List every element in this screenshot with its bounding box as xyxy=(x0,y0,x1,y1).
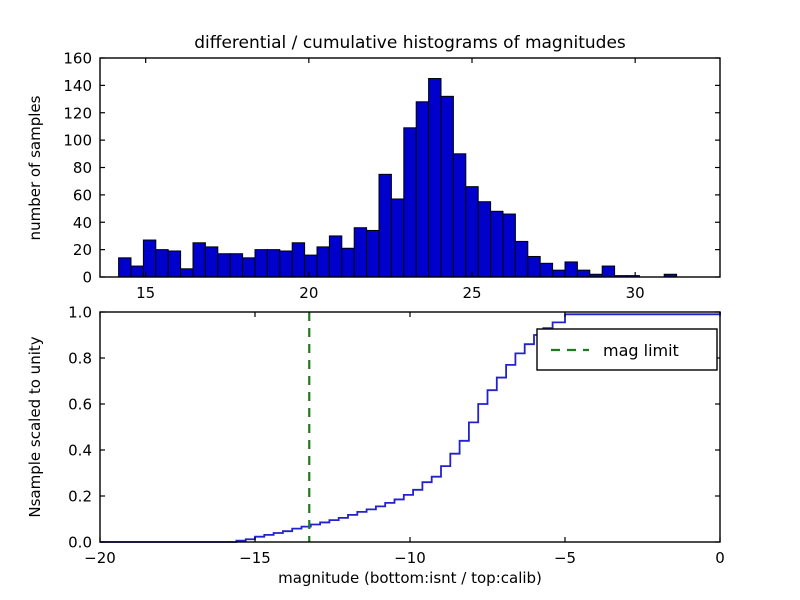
histogram-bar xyxy=(378,173,392,278)
bottom-y-tick-label: 0.4 xyxy=(68,442,92,460)
cumulative-curve-group xyxy=(100,312,721,543)
cumulative-step-line xyxy=(100,312,721,543)
top-x-tick-label: 25 xyxy=(462,284,481,302)
top-x-tick-group: 15 20 25 30 xyxy=(136,58,645,302)
histogram-bar xyxy=(452,153,467,278)
histogram-bar xyxy=(142,239,157,278)
histogram-bar xyxy=(353,227,368,278)
histogram-bar xyxy=(390,198,405,278)
histogram-bar xyxy=(229,253,244,278)
histogram-bar xyxy=(130,265,144,278)
top-x-tick-label: 15 xyxy=(136,284,155,302)
bottom-y-axis-label: Nsample scaled to unity xyxy=(26,336,44,517)
top-y-tick-label: 60 xyxy=(73,186,92,204)
histogram-bar xyxy=(192,242,206,278)
bottom-y-tick-label: 0.8 xyxy=(68,350,92,368)
top-y-tick-label: 140 xyxy=(63,77,92,95)
histogram-bar xyxy=(266,249,281,278)
bottom-x-tick-label: −5 xyxy=(554,549,576,567)
bottom-y-tick-group: 0.0 0.2 0.4 0.6 0.8 1.0 xyxy=(68,304,720,552)
bottom-x-tick-group: −20 −15 −10 −5 0 xyxy=(84,312,725,567)
histogram-bar xyxy=(514,240,529,278)
top-y-tick-label: 80 xyxy=(73,159,92,177)
bottom-y-tick-label: 0.2 xyxy=(68,488,92,506)
histogram-bar xyxy=(118,257,132,278)
histogram-bar xyxy=(564,261,578,278)
top-x-tick-label: 20 xyxy=(299,284,318,302)
bottom-x-axis-label: magnitude (bottom:isnt / top:calib) xyxy=(278,569,542,587)
bottom-y-tick-label: 0.0 xyxy=(68,534,92,552)
histogram-bar xyxy=(366,229,380,278)
page-title: differential / cumulative histograms of … xyxy=(194,33,626,53)
histogram-bar xyxy=(552,269,566,278)
top-y-axis-label: number of samples xyxy=(26,95,44,240)
bottom-x-tick-label: −10 xyxy=(394,549,426,567)
histogram-bar xyxy=(155,249,169,278)
top-y-tick-label: 20 xyxy=(73,241,92,259)
histogram-bar xyxy=(601,265,616,278)
histogram-bar xyxy=(465,186,479,278)
legend-label-mag-limit: mag limit xyxy=(603,341,679,360)
histogram-bar xyxy=(539,262,554,278)
legend[interactable]: mag limit xyxy=(536,328,718,371)
histogram-bar xyxy=(341,247,355,278)
histogram-bar xyxy=(490,210,504,278)
top-y-tick-label: 100 xyxy=(63,132,92,150)
top-panel: differential / cumulative histograms of … xyxy=(26,33,721,302)
histogram-bar xyxy=(254,249,268,278)
top-y-tick-group: 0 20 40 60 80 100 120 140 160 xyxy=(63,50,720,287)
histogram-bar xyxy=(440,95,454,278)
histogram-bar xyxy=(304,254,318,278)
bottom-panel: 0.0 0.2 0.4 0.6 0.8 1.0 −20 −15 −10 −5 0 Nsample … xyxy=(26,304,725,588)
bottom-x-tick-label: −20 xyxy=(84,549,116,567)
histogram-bar xyxy=(279,250,293,278)
histogram-bar xyxy=(328,235,343,278)
top-y-tick-label: 120 xyxy=(63,104,92,122)
histogram-bar xyxy=(291,242,306,278)
bottom-y-tick-label: 0.6 xyxy=(68,396,92,414)
histogram-bar xyxy=(316,246,330,278)
top-y-tick-label: 160 xyxy=(63,50,92,68)
top-y-tick-label: 0 xyxy=(82,269,92,287)
histogram-bar xyxy=(217,253,231,278)
histogram-bar xyxy=(477,201,492,278)
top-y-tick-label: 40 xyxy=(73,214,92,232)
histogram-bar xyxy=(415,101,430,278)
histogram-bar xyxy=(242,257,256,278)
top-x-tick-label: 30 xyxy=(626,284,645,302)
histogram-bar xyxy=(576,269,591,278)
bottom-x-tick-label: 0 xyxy=(715,549,725,567)
histogram-bar xyxy=(204,246,219,278)
histogram-bar xyxy=(428,78,442,278)
histogram-bar xyxy=(167,250,182,278)
histogram-bar xyxy=(403,127,417,278)
histogram-bar xyxy=(502,213,516,278)
histogram-bar xyxy=(527,255,541,278)
bottom-y-tick-label: 1.0 xyxy=(68,304,92,322)
histogram-bar xyxy=(180,268,194,278)
bottom-x-tick-label: −15 xyxy=(239,549,271,567)
